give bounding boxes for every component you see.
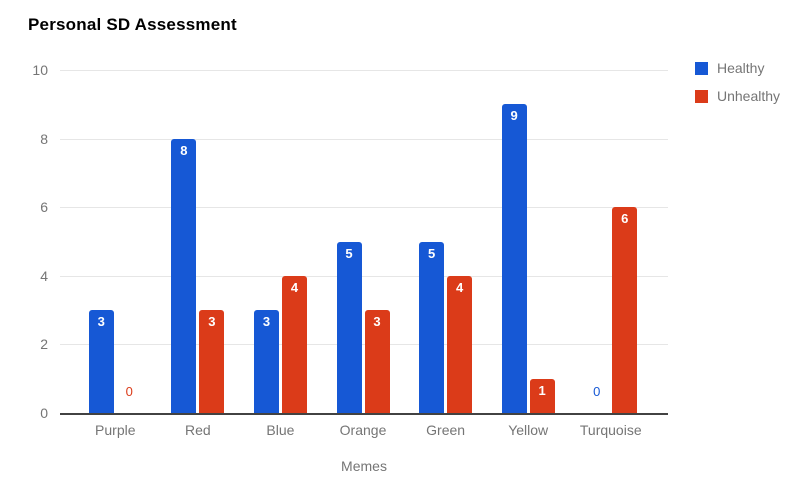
bar-healthy-purple[interactable]: 3 (88, 310, 114, 413)
bar-slot: 3 (199, 70, 225, 413)
bar-value-label: 5 (345, 245, 353, 261)
bar-unhealthy-orange[interactable]: 3 (364, 310, 390, 413)
x-tick-label-orange: Orange (339, 422, 387, 438)
y-tick-label: 4 (40, 267, 48, 284)
bar-slot: 1 (529, 70, 555, 413)
x-tick-label-blue: Blue (266, 422, 295, 438)
legend-item-unhealthy: Unhealthy (695, 88, 780, 104)
legend-label: Unhealthy (717, 88, 781, 104)
legend: Healthy Unhealthy (695, 60, 780, 104)
y-tick-label: 0 (40, 405, 48, 421)
unhealthy-swatch-icon (695, 89, 708, 103)
bar-slot: 4 (447, 70, 473, 413)
bar-value-label: 5 (427, 245, 436, 261)
bar-healthy-yellow[interactable]: 9 (501, 104, 527, 413)
bar-value-label: 4 (290, 279, 299, 295)
bar-slot: 0 (117, 70, 142, 413)
gridline (60, 70, 668, 71)
bar-value-label: 8 (180, 142, 188, 158)
bar-unhealthy-red[interactable]: 3 (199, 310, 225, 413)
bar-value-label: 3 (262, 314, 271, 330)
bar-value-label: 3 (373, 314, 381, 330)
bar-slot: 3 (364, 70, 390, 413)
bar-value-label: 3 (208, 314, 216, 330)
bar-value-label-zero: 0 (593, 384, 601, 399)
gridline (60, 275, 668, 277)
bar-slot: 9 (501, 70, 527, 413)
bar-healthy-blue[interactable]: 3 (253, 310, 279, 413)
bar-healthy-red[interactable]: 8 (171, 138, 197, 413)
legend-item-healthy: Healthy (695, 60, 780, 76)
y-tick-label: 2 (40, 336, 48, 353)
legend-label: Healthy (717, 60, 765, 76)
x-tick-label-purple: Purple (95, 422, 136, 438)
x-tick-label-yellow: Yellow (508, 422, 549, 438)
bar-slot: 3 (88, 70, 114, 413)
chart-title: Personal SD Assessment (28, 15, 237, 34)
bar-unhealthy-blue[interactable]: 4 (281, 275, 307, 413)
bar-healthy-orange[interactable]: 5 (336, 241, 362, 413)
bar-value-label: 1 (538, 382, 546, 398)
bar-slot: 5 (419, 70, 445, 413)
x-axis-tick-labels: Purple Red Blue Orange Green Yellow Turquoise (74, 422, 652, 438)
bar-slot: 0 (584, 70, 609, 413)
bar-value-label: 9 (510, 108, 518, 124)
bar-slot: 8 (171, 70, 197, 413)
bar-value-label: 4 (455, 279, 464, 295)
bar-value-label: 3 (97, 314, 105, 330)
bar-slot: 3 (253, 70, 279, 413)
x-axis-title: Memes (341, 458, 387, 474)
bar-slot: 5 (336, 70, 362, 413)
gridline (60, 207, 668, 209)
y-tick-label: 10 (32, 62, 48, 78)
bar-value-label: 6 (621, 211, 629, 227)
x-tick-label-red: Red (185, 422, 211, 438)
bar-unhealthy-turquoise[interactable]: 6 (612, 207, 638, 413)
bar-unhealthy-yellow[interactable]: 1 (529, 378, 555, 413)
gridline (60, 344, 668, 346)
bar-slot: 4 (281, 70, 307, 413)
y-tick-label: 8 (40, 130, 48, 147)
y-axis-tick-labels: 10 8 6 4 2 0 (0, 62, 52, 421)
bar-unhealthy-green[interactable]: 4 (447, 275, 473, 413)
bar-value-label-zero: 0 (125, 384, 133, 399)
gridline (60, 138, 668, 140)
x-tick-label-green: Green (426, 422, 466, 438)
x-tick-label-turquoise: Turquoise (579, 422, 642, 438)
bar-slot: 6 (612, 70, 638, 413)
bar-healthy-green[interactable]: 5 (419, 241, 445, 413)
healthy-swatch-icon (695, 61, 708, 75)
y-tick-label: 6 (40, 199, 48, 216)
